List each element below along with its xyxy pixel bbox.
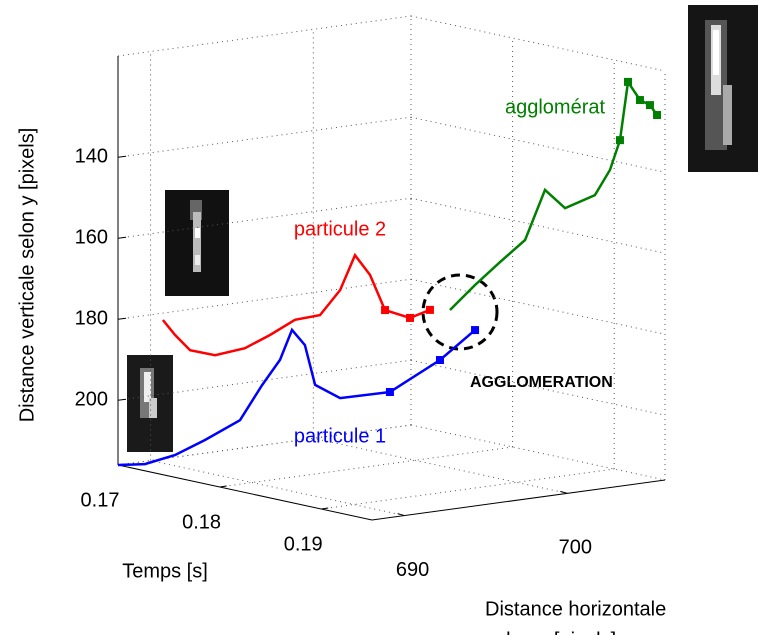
tick-mark [117,236,127,239]
box-edge [410,424,666,481]
annotation: AGGLOMERATION [470,374,613,391]
tick-mark [397,513,405,517]
tick-mark [219,485,227,488]
t-tick-label: 0.18 [182,511,221,533]
tick-mark [321,507,329,510]
x-tick-label: 690 [396,559,429,581]
y-tick-label: 140 [75,146,108,168]
grid-line [410,278,666,335]
t-tick-label: 0.19 [284,533,323,555]
x-axis-label: selon x [pixels] [485,629,616,635]
series-label: agglomérat [505,96,606,118]
series-label: particule 2 [294,218,386,240]
point-marker [615,136,624,145]
box-edge [117,15,412,57]
t-axis-label: Temps [s] [122,560,208,582]
tick-mark [560,490,568,494]
grid-line [321,468,615,510]
t-tick-label: 0.17 [81,489,120,511]
y-tick-label: 180 [75,307,108,329]
point-marker [624,77,633,86]
series-label: particule 1 [294,425,386,447]
y-tick-label: 160 [75,227,108,249]
series-line [161,252,431,357]
point-marker [653,111,662,120]
thumbnail [688,5,758,172]
x-tick-label: 700 [559,537,592,559]
tick-mark [117,317,127,320]
highlight-circle [421,273,499,351]
grid-line [410,116,666,173]
x-axis [371,479,666,521]
point-marker [406,313,415,322]
y-tick-label: 200 [75,388,108,410]
series-line [117,327,476,467]
point-marker [645,101,654,110]
thumbnail [165,190,229,296]
thumbnail [127,355,173,452]
point-marker [435,356,444,365]
box-edge [410,15,666,72]
grid-line [150,460,405,517]
point-marker [381,306,390,315]
point-marker [635,96,644,105]
y-axis-label: Distance verticale selon y [pixels] [16,128,38,423]
tick-mark [117,398,127,401]
grid-line [117,278,412,320]
point-marker [471,326,480,335]
grid-line [117,116,412,158]
point-marker [425,305,434,314]
tick-mark [117,155,127,158]
t-axis [117,464,373,521]
x-axis-label: Distance horizontale [485,598,666,620]
point-marker [385,388,394,397]
grid-line [219,446,513,488]
